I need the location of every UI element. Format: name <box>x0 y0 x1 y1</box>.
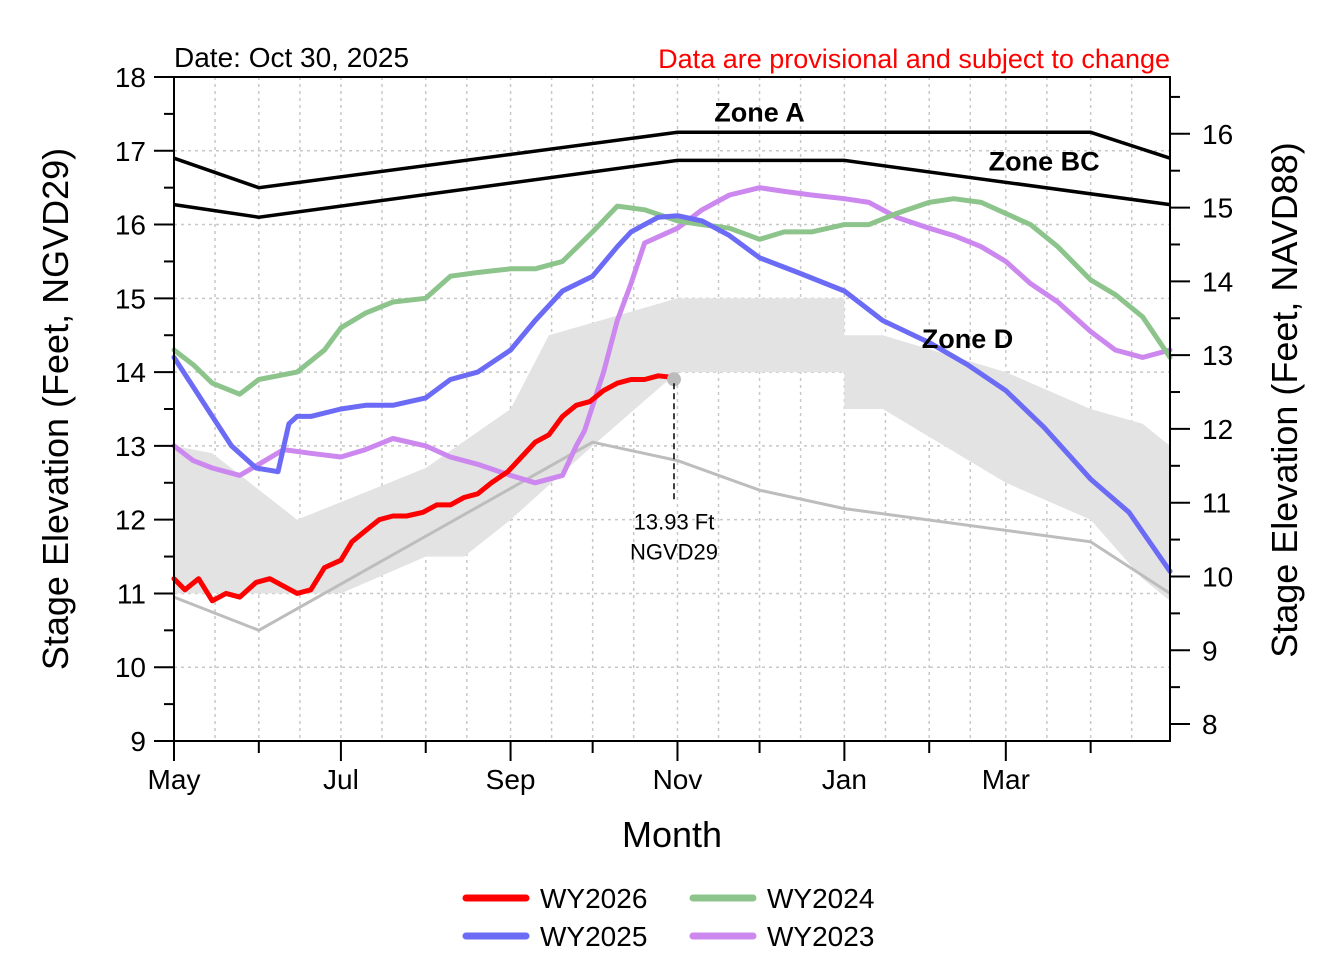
left-tick-label: 15 <box>115 283 146 314</box>
right-axis-title: Stage Elevation (Feet, NAVD88) <box>1264 142 1305 658</box>
zone-lines <box>173 130 1171 219</box>
x-tick-label: Nov <box>653 764 703 795</box>
left-tick-label: 16 <box>115 210 146 241</box>
left-tick-label: 9 <box>130 726 146 757</box>
x-axis: May Jul Sep Nov Jan Mar <box>148 741 1092 795</box>
left-tick-label: 10 <box>115 652 146 683</box>
current-value-marker <box>667 372 681 387</box>
legend-label-wy2024: WY2024 <box>767 883 874 914</box>
zone-bc-line <box>173 158 1171 219</box>
legend-label-wy2025: WY2025 <box>540 921 647 952</box>
zone-a-line <box>173 130 1171 190</box>
x-tick-label: Jul <box>323 764 359 795</box>
left-tick-label: 12 <box>115 505 146 536</box>
series-line-wy2025 <box>171 213 1173 574</box>
x-tick-label: May <box>148 764 201 795</box>
annotation-value-label: 13.93 Ft <box>634 509 715 534</box>
series-lines <box>171 185 1173 604</box>
series-line-wy2026 <box>171 373 675 604</box>
right-tick-label: 11 <box>1202 488 1231 519</box>
left-tick-label: 11 <box>117 578 146 609</box>
legend-label-wy2023: WY2023 <box>767 921 874 952</box>
gray-reference-line <box>173 440 1171 632</box>
zone-d-label: Zone D <box>922 324 1014 354</box>
x-tick-label: Jan <box>822 764 867 795</box>
x-tick-label: Mar <box>982 764 1030 795</box>
right-y-axis: 8 9 10 11 12 13 14 15 16 <box>1170 95 1233 740</box>
right-tick-label: 8 <box>1202 709 1218 740</box>
zone-d-band <box>174 298 1170 601</box>
right-tick-label: 12 <box>1202 414 1233 445</box>
zone-a-label: Zone A <box>714 97 805 127</box>
disclaimer-label: Data are provisional and subject to chan… <box>658 44 1170 74</box>
legend: WY2026 WY2024 WY2025 WY2023 <box>462 883 874 952</box>
left-tick-label: 13 <box>115 431 146 462</box>
x-tick-label: Sep <box>486 764 536 795</box>
zone-bc-label: Zone BC <box>989 147 1100 177</box>
x-axis-title: Month <box>622 814 722 855</box>
left-y-axis: 9 10 11 12 13 14 15 16 17 18 <box>115 62 174 757</box>
right-tick-label: 10 <box>1202 561 1233 592</box>
series-line-wy2023 <box>171 185 1173 486</box>
date-label: Date: Oct 30, 2025 <box>174 42 409 73</box>
left-axis-title: Stage Elevation (Feet, NGVD29) <box>35 148 76 670</box>
right-tick-label: 13 <box>1202 340 1233 371</box>
left-tick-label: 17 <box>115 136 146 167</box>
right-tick-label: 9 <box>1202 635 1218 666</box>
annotation-datum-label: NGVD29 <box>630 539 718 564</box>
right-tick-label: 15 <box>1202 193 1233 224</box>
current-value-annotation: 13.93 Ft NGVD29 <box>630 372 718 564</box>
left-tick-label: 18 <box>115 62 146 93</box>
left-tick-label: 14 <box>115 357 146 388</box>
legend-label-wy2026: WY2026 <box>540 883 647 914</box>
right-tick-label: 14 <box>1202 266 1233 297</box>
right-tick-label: 16 <box>1202 119 1233 150</box>
